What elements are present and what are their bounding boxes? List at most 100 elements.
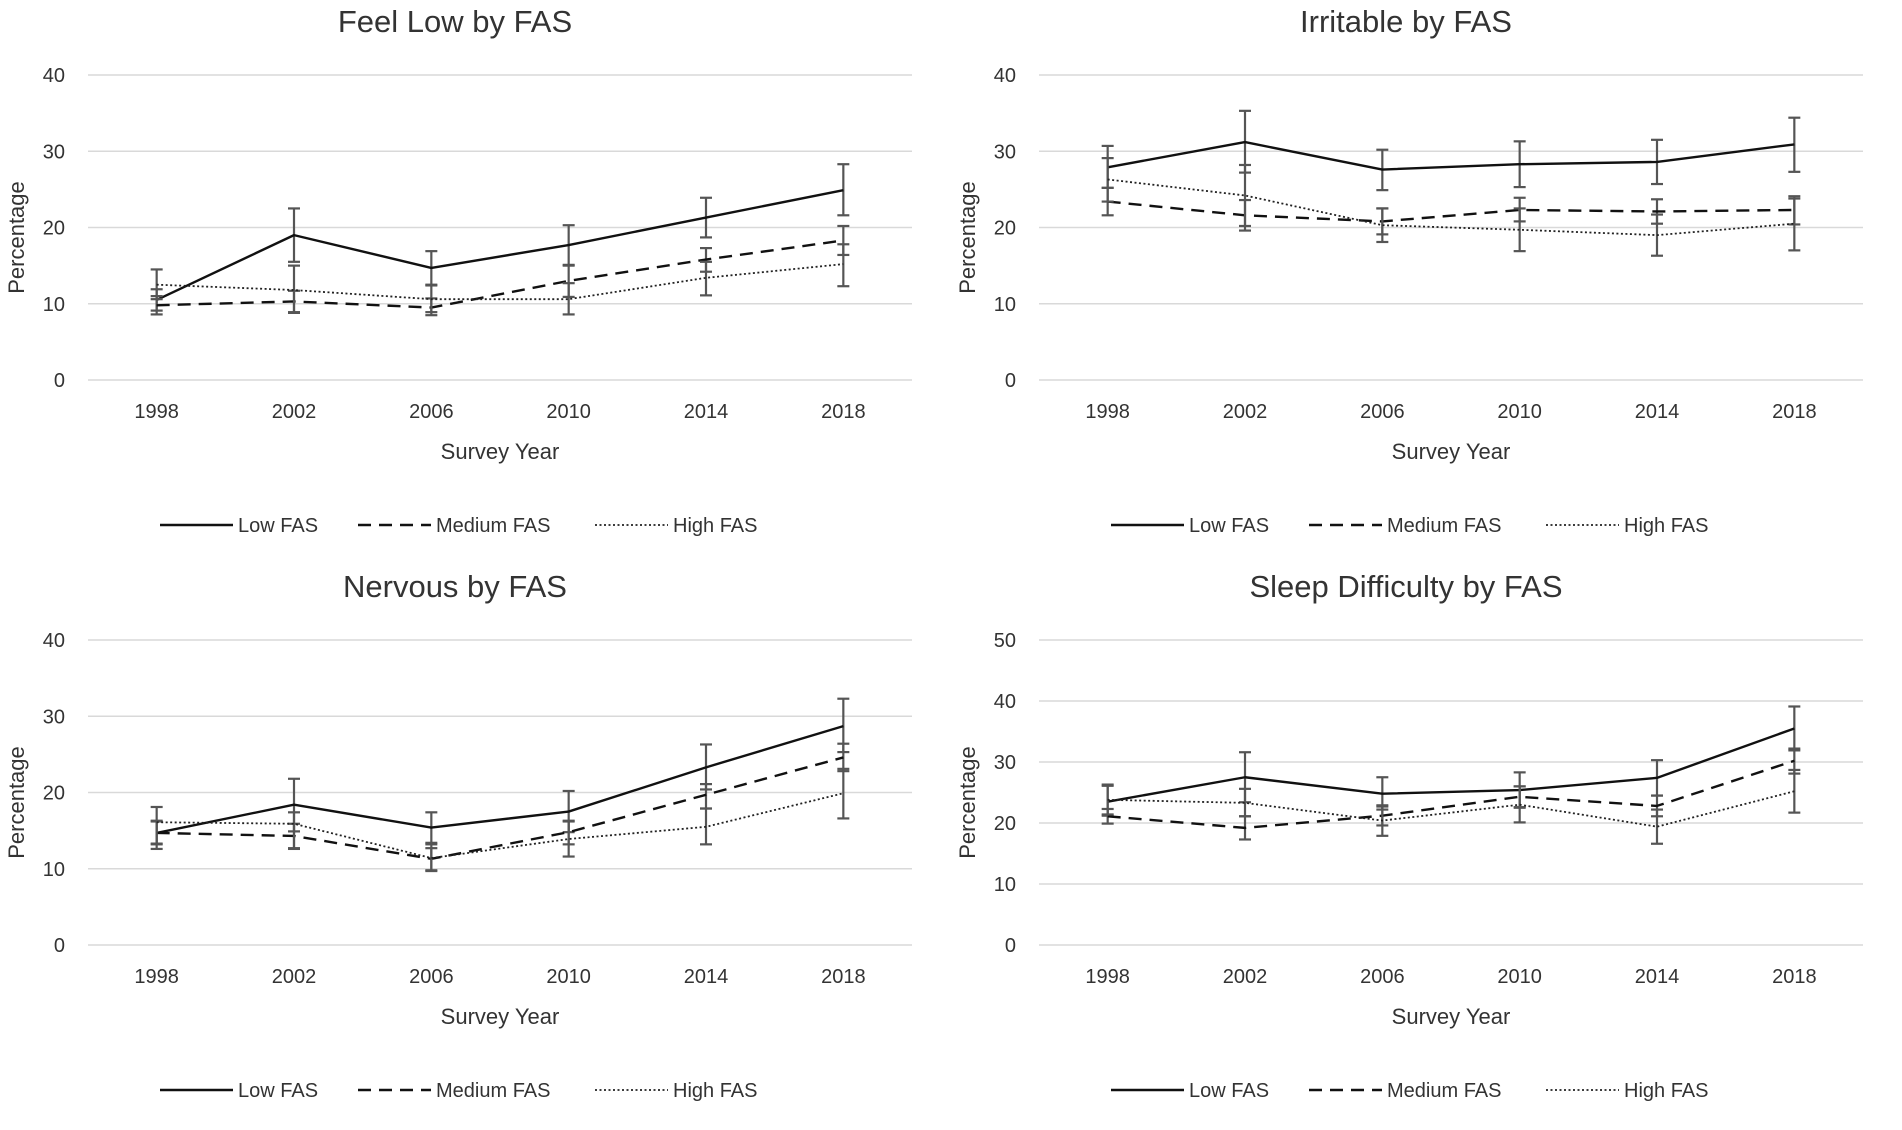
y-tick-label: 0	[1005, 935, 1016, 957]
y-tick-label: 40	[43, 65, 65, 87]
x-tick-label: 2010	[546, 401, 591, 423]
chart-svg: Irritable by FAS 0 10 20 30 40 1998 2002 2006 201…	[955, 4, 1863, 537]
x-tick-label: 2010	[1497, 401, 1542, 423]
series-dashed	[150, 224, 850, 317]
series-line	[156, 725, 844, 835]
y-tick-label: 40	[43, 630, 65, 652]
series-line	[156, 239, 844, 309]
series-line	[1107, 759, 1795, 830]
chart-panel-3: Nervous by FAS 0 10 20 30 40 1998 2002 2006 2010 2…	[0, 565, 951, 1130]
y-tick-label: 10	[994, 294, 1016, 316]
series-solid	[150, 163, 850, 312]
y-tick-label: 20	[43, 218, 65, 240]
y-tick-label: 20	[43, 783, 65, 805]
y-tick-label: 50	[994, 630, 1016, 652]
chart-title: Feel Low by FAS	[338, 4, 572, 39]
chart-svg: Nervous by FAS 0 10 20 30 40 1998 2002 2006 2010 2…	[4, 569, 912, 1102]
x-tick-label: 2006	[1360, 966, 1405, 988]
y-tick-label: 30	[43, 141, 65, 163]
legend-label-medium: Medium FAS	[436, 515, 550, 537]
x-tick-label: 2002	[1223, 966, 1268, 988]
x-tick-label: 2002	[272, 401, 317, 423]
y-tick-label: 10	[43, 859, 65, 881]
legend-label-low: Low FAS	[238, 515, 318, 537]
series-dotted	[150, 243, 850, 316]
y-tick-label: 30	[994, 752, 1016, 774]
x-axis-title: Survey Year	[1392, 1004, 1511, 1029]
chart-svg: Sleep Difficulty by FAS 0 10 20 30 40 50 1998 20…	[955, 569, 1863, 1102]
series-dotted	[150, 767, 850, 873]
series-line	[1107, 727, 1795, 803]
legend-label-low: Low FAS	[238, 1080, 318, 1102]
y-axis-title: Percentage	[4, 746, 29, 859]
chart-panel-4: Sleep Difficulty by FAS 0 10 20 30 40 50 1998 20…	[951, 565, 1902, 1130]
series-line	[156, 756, 844, 861]
x-tick-label: 2014	[684, 401, 729, 423]
x-tick-label: 1998	[134, 966, 179, 988]
x-tick-label: 2006	[409, 401, 454, 423]
legend-label-high: High FAS	[1624, 515, 1708, 537]
x-axis-title: Survey Year	[441, 1004, 560, 1029]
y-tick-label: 0	[54, 370, 65, 392]
y-tick-label: 10	[43, 294, 65, 316]
legend: Low FAS Medium FAS High FAS	[1111, 1080, 1708, 1102]
y-tick-label: 0	[54, 935, 65, 957]
x-tick-label: 2014	[1635, 401, 1680, 423]
y-tick-label: 30	[994, 141, 1016, 163]
y-tick-label: 40	[994, 65, 1016, 87]
chart-title: Irritable by FAS	[1300, 4, 1512, 39]
x-tick-label: 1998	[1085, 966, 1130, 988]
y-tick-label: 0	[1005, 370, 1016, 392]
series-line	[156, 188, 844, 302]
x-axis-title: Survey Year	[441, 439, 560, 464]
x-tick-label: 2018	[821, 401, 866, 423]
series-solid	[150, 697, 850, 846]
series-solid	[1101, 705, 1801, 817]
x-tick-label: 2002	[1223, 401, 1268, 423]
x-tick-label: 2018	[821, 966, 866, 988]
x-tick-label: 2002	[272, 966, 317, 988]
x-tick-label: 2010	[546, 966, 591, 988]
legend: Low FAS Medium FAS High FAS	[1111, 515, 1708, 537]
series-line	[1107, 178, 1795, 237]
x-tick-label: 2018	[1772, 401, 1817, 423]
legend-label-high: High FAS	[1624, 1080, 1708, 1102]
series-line	[1107, 200, 1795, 223]
x-axis-title: Survey Year	[1392, 439, 1511, 464]
chart-title: Nervous by FAS	[343, 569, 567, 604]
y-tick-label: 10	[994, 874, 1016, 896]
y-axis-title: Percentage	[955, 181, 980, 294]
series-dotted	[1101, 768, 1801, 845]
chart-title: Sleep Difficulty by FAS	[1249, 569, 1562, 604]
y-axis-title: Percentage	[4, 181, 29, 294]
series-line	[156, 263, 844, 301]
series-solid	[1101, 109, 1801, 192]
legend-label-low: Low FAS	[1189, 515, 1269, 537]
series-line	[1107, 140, 1795, 171]
legend: Low FAS Medium FAS High FAS	[160, 1080, 757, 1102]
legend: Low FAS Medium FAS High FAS	[160, 515, 757, 537]
x-tick-label: 1998	[134, 401, 179, 423]
x-tick-label: 2010	[1497, 966, 1542, 988]
legend-label-medium: Medium FAS	[1387, 1080, 1501, 1102]
x-tick-label: 2018	[1772, 966, 1817, 988]
legend-label-high: High FAS	[673, 515, 757, 537]
x-tick-label: 1998	[1085, 401, 1130, 423]
legend-label-high: High FAS	[673, 1080, 757, 1102]
series-line	[1107, 790, 1795, 828]
y-tick-label: 40	[994, 691, 1016, 713]
chart-panel-2: Irritable by FAS 0 10 20 30 40 1998 2002 2006 201…	[951, 0, 1902, 565]
series-dotted	[1101, 157, 1801, 257]
y-tick-label: 20	[994, 813, 1016, 835]
chart-svg: Feel Low by FAS 0 10 20 30 40 1998 2002 2006 2010…	[4, 4, 912, 537]
legend-label-medium: Medium FAS	[1387, 515, 1501, 537]
x-tick-label: 2014	[1635, 966, 1680, 988]
y-axis-title: Percentage	[955, 746, 980, 859]
y-tick-label: 30	[43, 706, 65, 728]
legend-label-low: Low FAS	[1189, 1080, 1269, 1102]
x-tick-label: 2006	[409, 966, 454, 988]
x-tick-label: 2014	[684, 966, 729, 988]
x-tick-label: 2006	[1360, 401, 1405, 423]
y-tick-label: 20	[994, 218, 1016, 240]
